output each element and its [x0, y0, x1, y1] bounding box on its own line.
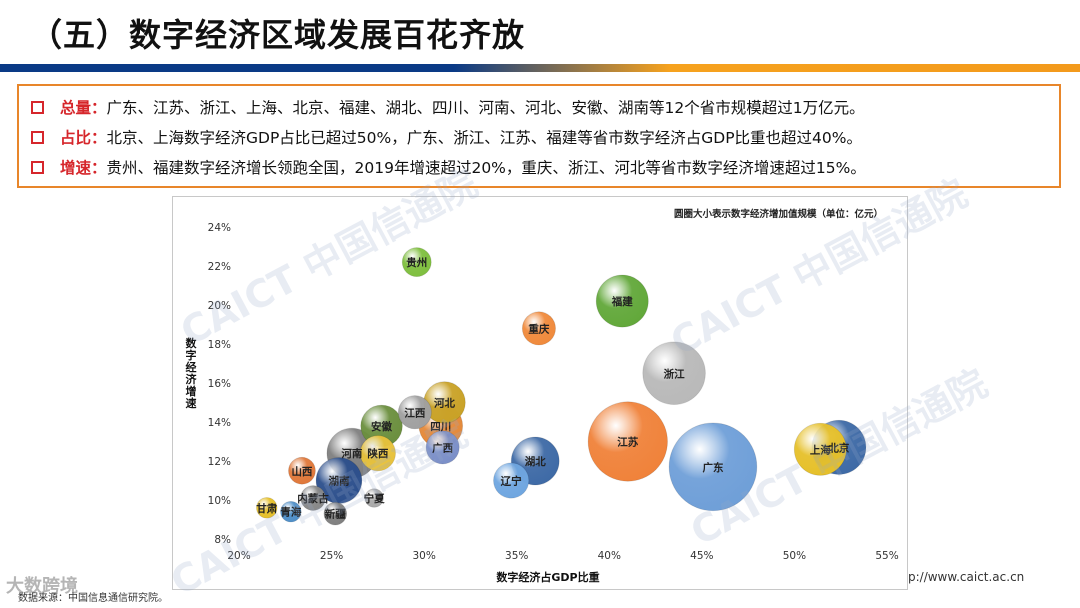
bubble-辽宁: [493, 462, 530, 499]
x-tick-label: 55%: [875, 550, 898, 562]
bubble-label: 江苏: [617, 436, 638, 449]
page-title: （五）数字经济区域发展百花齐放: [30, 16, 526, 54]
y-tick-label: 22%: [208, 261, 231, 273]
square-bullet-icon: [31, 161, 44, 174]
bubble-label: 宁夏: [364, 492, 385, 505]
point-text: 北京、上海数字经济GDP占比已超过50%，广东、浙江、江苏、福建等省市数字经济占…: [106, 129, 863, 147]
bubble-新疆: [323, 501, 348, 526]
bubble-label: 广东: [702, 461, 723, 474]
point-share: 占比：北京、上海数字经济GDP占比已超过50%，广东、浙江、江苏、福建等省市数字…: [31, 123, 862, 153]
bubble-江西: [397, 395, 432, 430]
square-bullet-icon: [31, 101, 44, 114]
bubble-福建: [595, 274, 649, 328]
bubble-label: 湖南: [328, 475, 349, 488]
bubble-label: 重庆: [528, 322, 550, 335]
bubble-青海: [280, 501, 302, 523]
x-tick-label: 20%: [227, 550, 250, 562]
y-axis-label-char: 经: [186, 360, 197, 374]
footer-brand: 大数跨境: [6, 576, 78, 597]
x-tick-label: 35%: [505, 550, 528, 562]
bubble-label: 甘肃: [256, 502, 277, 515]
bubble-label: 辽宁: [501, 475, 522, 488]
x-tick-label: 25%: [320, 550, 343, 562]
bubble-label: 江西: [404, 406, 425, 419]
y-axis-label: 数字经济增速: [186, 336, 198, 410]
point-keyword: 增速：: [60, 159, 107, 177]
footer-source: 数据来源：中国信息通信研究院。: [18, 593, 168, 604]
square-bullet-icon: [31, 131, 44, 144]
y-tick-label: 24%: [208, 222, 231, 234]
bubble-label: 福建: [611, 295, 633, 308]
point-keyword: 占比：: [60, 129, 107, 147]
bubble-label: 新疆: [325, 508, 346, 521]
y-axis-label-char: 增: [186, 384, 197, 398]
point-keyword: 总量：: [60, 99, 107, 117]
bubble-重庆: [521, 311, 556, 346]
bubble-陕西: [359, 435, 396, 472]
y-tick-label: 14%: [208, 417, 231, 429]
bubble-label: 贵州: [406, 256, 427, 269]
bubble-chart: 20% 25% 30% 35% 40% 45% 50% 55% 8% 10% 12% 14% 16% 18…: [186, 208, 899, 584]
x-tick-label: 45%: [690, 550, 713, 562]
bubble-贵州: [401, 247, 432, 277]
bubble-label: 陕西: [367, 447, 388, 460]
bubble-label: 四川: [430, 421, 451, 433]
bubble-label: 广西: [432, 441, 453, 454]
bubble-label: 青海: [280, 506, 301, 519]
title-underline-bar: [0, 64, 1080, 72]
bubble-chart-frame: CAICT 中国信通院 CAICT 中国信通院 CAICT 中国信通院 CAIC…: [164, 161, 995, 604]
bubble-内蒙古: [300, 485, 326, 511]
chart-size-note: 圆圈大小表示数字经济增加值规模（单位：亿元）: [674, 208, 883, 220]
key-points-box: 总量：广东、江苏、浙江、上海、北京、福建、湖北、四川、河南、河北、安徽、湖南等1…: [17, 84, 1061, 188]
bubble-label: 山西: [291, 465, 312, 478]
y-axis-label-char: 速: [186, 396, 197, 410]
bubble-label: 北京: [828, 441, 849, 454]
bubble-广西: [425, 430, 460, 465]
bubble-甘肃: [256, 497, 278, 519]
bubble-label: 河北: [434, 397, 455, 410]
bubble-label: 安徽: [371, 420, 392, 433]
x-tick-label: 30%: [412, 550, 435, 562]
bubble-浙江: [642, 341, 706, 405]
x-tick-label: 40%: [598, 550, 621, 562]
x-axis-label: 数字经济占GDP比重: [496, 570, 599, 584]
bubble-江苏: [587, 401, 668, 482]
y-axis-label-char: 数: [186, 336, 198, 350]
point-total: 总量：广东、江苏、浙江、上海、北京、福建、湖北、四川、河南、河北、安徽、湖南等1…: [31, 93, 865, 123]
point-growth: 增速：贵州、福建数字经济增长领跑全国，2019年增速超过20%，重庆、浙江、河北…: [31, 153, 866, 183]
footer-url: p://www.caict.ac.cn: [908, 570, 1025, 584]
y-tick-label: 20%: [208, 300, 231, 312]
point-text: 广东、江苏、浙江、上海、北京、福建、湖北、四川、河南、河北、安徽、湖南等12个省…: [106, 99, 865, 117]
bubble-宁夏: [364, 488, 384, 508]
bubble-上海: [793, 422, 847, 476]
y-axis-label-char: 字: [186, 348, 197, 362]
bubble-label: 河南: [341, 447, 362, 460]
y-tick-label: 18%: [208, 339, 231, 351]
bubble-山西: [288, 456, 316, 485]
bubble-label: 上海: [810, 443, 831, 456]
bubble-label: 湖北: [525, 455, 546, 468]
y-tick-label: 8%: [214, 534, 231, 546]
y-tick-label: 10%: [208, 495, 231, 507]
point-text: 贵州、福建数字经济增长领跑全国，2019年增速超过20%，重庆、浙江、河北等省市…: [106, 159, 866, 177]
bubble-label: 内蒙古: [297, 492, 329, 505]
y-axis-label-char: 济: [186, 372, 198, 386]
bubble-广东: [668, 422, 758, 512]
y-tick-label: 12%: [208, 456, 231, 468]
bubble-label: 浙江: [664, 367, 685, 380]
x-tick-label: 50%: [783, 550, 806, 562]
y-tick-label: 16%: [208, 378, 231, 390]
